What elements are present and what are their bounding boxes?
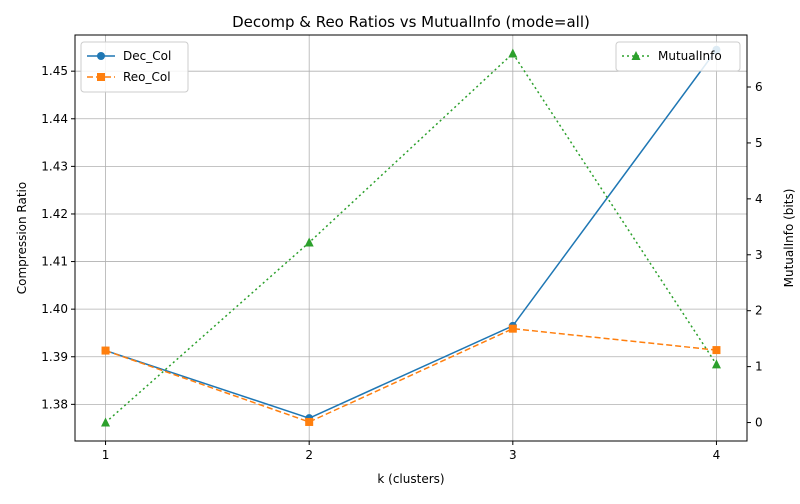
series-layer xyxy=(101,45,721,427)
legend-frame xyxy=(615,41,741,72)
series-mutualinfo xyxy=(101,48,721,427)
x-tick-label: 2 xyxy=(305,448,313,462)
legend-label: Reo_Col xyxy=(123,70,171,84)
x-tick-label: 1 xyxy=(102,448,110,462)
y-tick-label: 1.43 xyxy=(41,159,68,173)
axes: 1 2 3 4 1.38 1.39 1.40 1.41 1.42 1.43 1.44 1.45 0 1 2 3… xyxy=(41,64,762,462)
y2-tick-label: 2 xyxy=(755,304,763,318)
x-tick-label: 3 xyxy=(509,448,517,462)
legend-marker xyxy=(97,52,105,60)
legend-label: MutualInfo xyxy=(658,49,722,63)
legend-frame xyxy=(80,41,189,93)
legend-marker xyxy=(97,73,105,81)
y-tick-label: 1.38 xyxy=(41,397,68,411)
y-tick-label: 1.40 xyxy=(41,302,68,316)
y2-tick-label: 1 xyxy=(755,360,763,374)
chart-title: Decomp & Reo Ratios vs MutualInfo (mode=… xyxy=(232,13,590,31)
y2-axis-label: MutualInfo (bits) xyxy=(782,189,796,288)
plot-frame xyxy=(74,34,748,442)
data-point xyxy=(508,324,517,333)
y-axis-label: Compression Ratio xyxy=(15,182,29,295)
legend-right: MutualInfo xyxy=(615,41,741,72)
y2-tick-label: 0 xyxy=(755,416,763,430)
legend-label: Dec_Col xyxy=(123,49,171,63)
series-reo-col xyxy=(101,324,721,426)
grid xyxy=(75,35,747,441)
series-line xyxy=(105,49,718,419)
data-point xyxy=(508,48,518,58)
x-axis-label: k (clusters) xyxy=(377,472,444,486)
data-point xyxy=(304,237,314,247)
y-tick-label: 1.45 xyxy=(41,64,68,78)
series-dec-col xyxy=(101,45,721,423)
legend-marker xyxy=(631,51,641,60)
y-tick-label: 1.42 xyxy=(41,207,68,221)
y2-tick-label: 5 xyxy=(755,136,763,150)
y-tick-label: 1.39 xyxy=(41,350,68,364)
series-line xyxy=(105,52,718,424)
data-point xyxy=(305,417,314,426)
data-point xyxy=(101,346,110,355)
y2-tick-label: 3 xyxy=(755,248,763,262)
y-tick-label: 1.44 xyxy=(41,112,68,126)
legends: Dec_Col Reo_Col MutualInfo xyxy=(80,41,741,93)
x-tick-label: 4 xyxy=(713,448,721,462)
y2-tick-label: 6 xyxy=(755,80,763,94)
series-line xyxy=(105,327,717,423)
y2-tick-label: 4 xyxy=(755,192,763,206)
y-tick-label: 1.41 xyxy=(41,255,68,269)
data-point xyxy=(101,417,111,427)
data-point xyxy=(711,359,721,369)
legend-left: Dec_Col Reo_Col xyxy=(80,41,189,93)
data-point xyxy=(712,346,721,355)
